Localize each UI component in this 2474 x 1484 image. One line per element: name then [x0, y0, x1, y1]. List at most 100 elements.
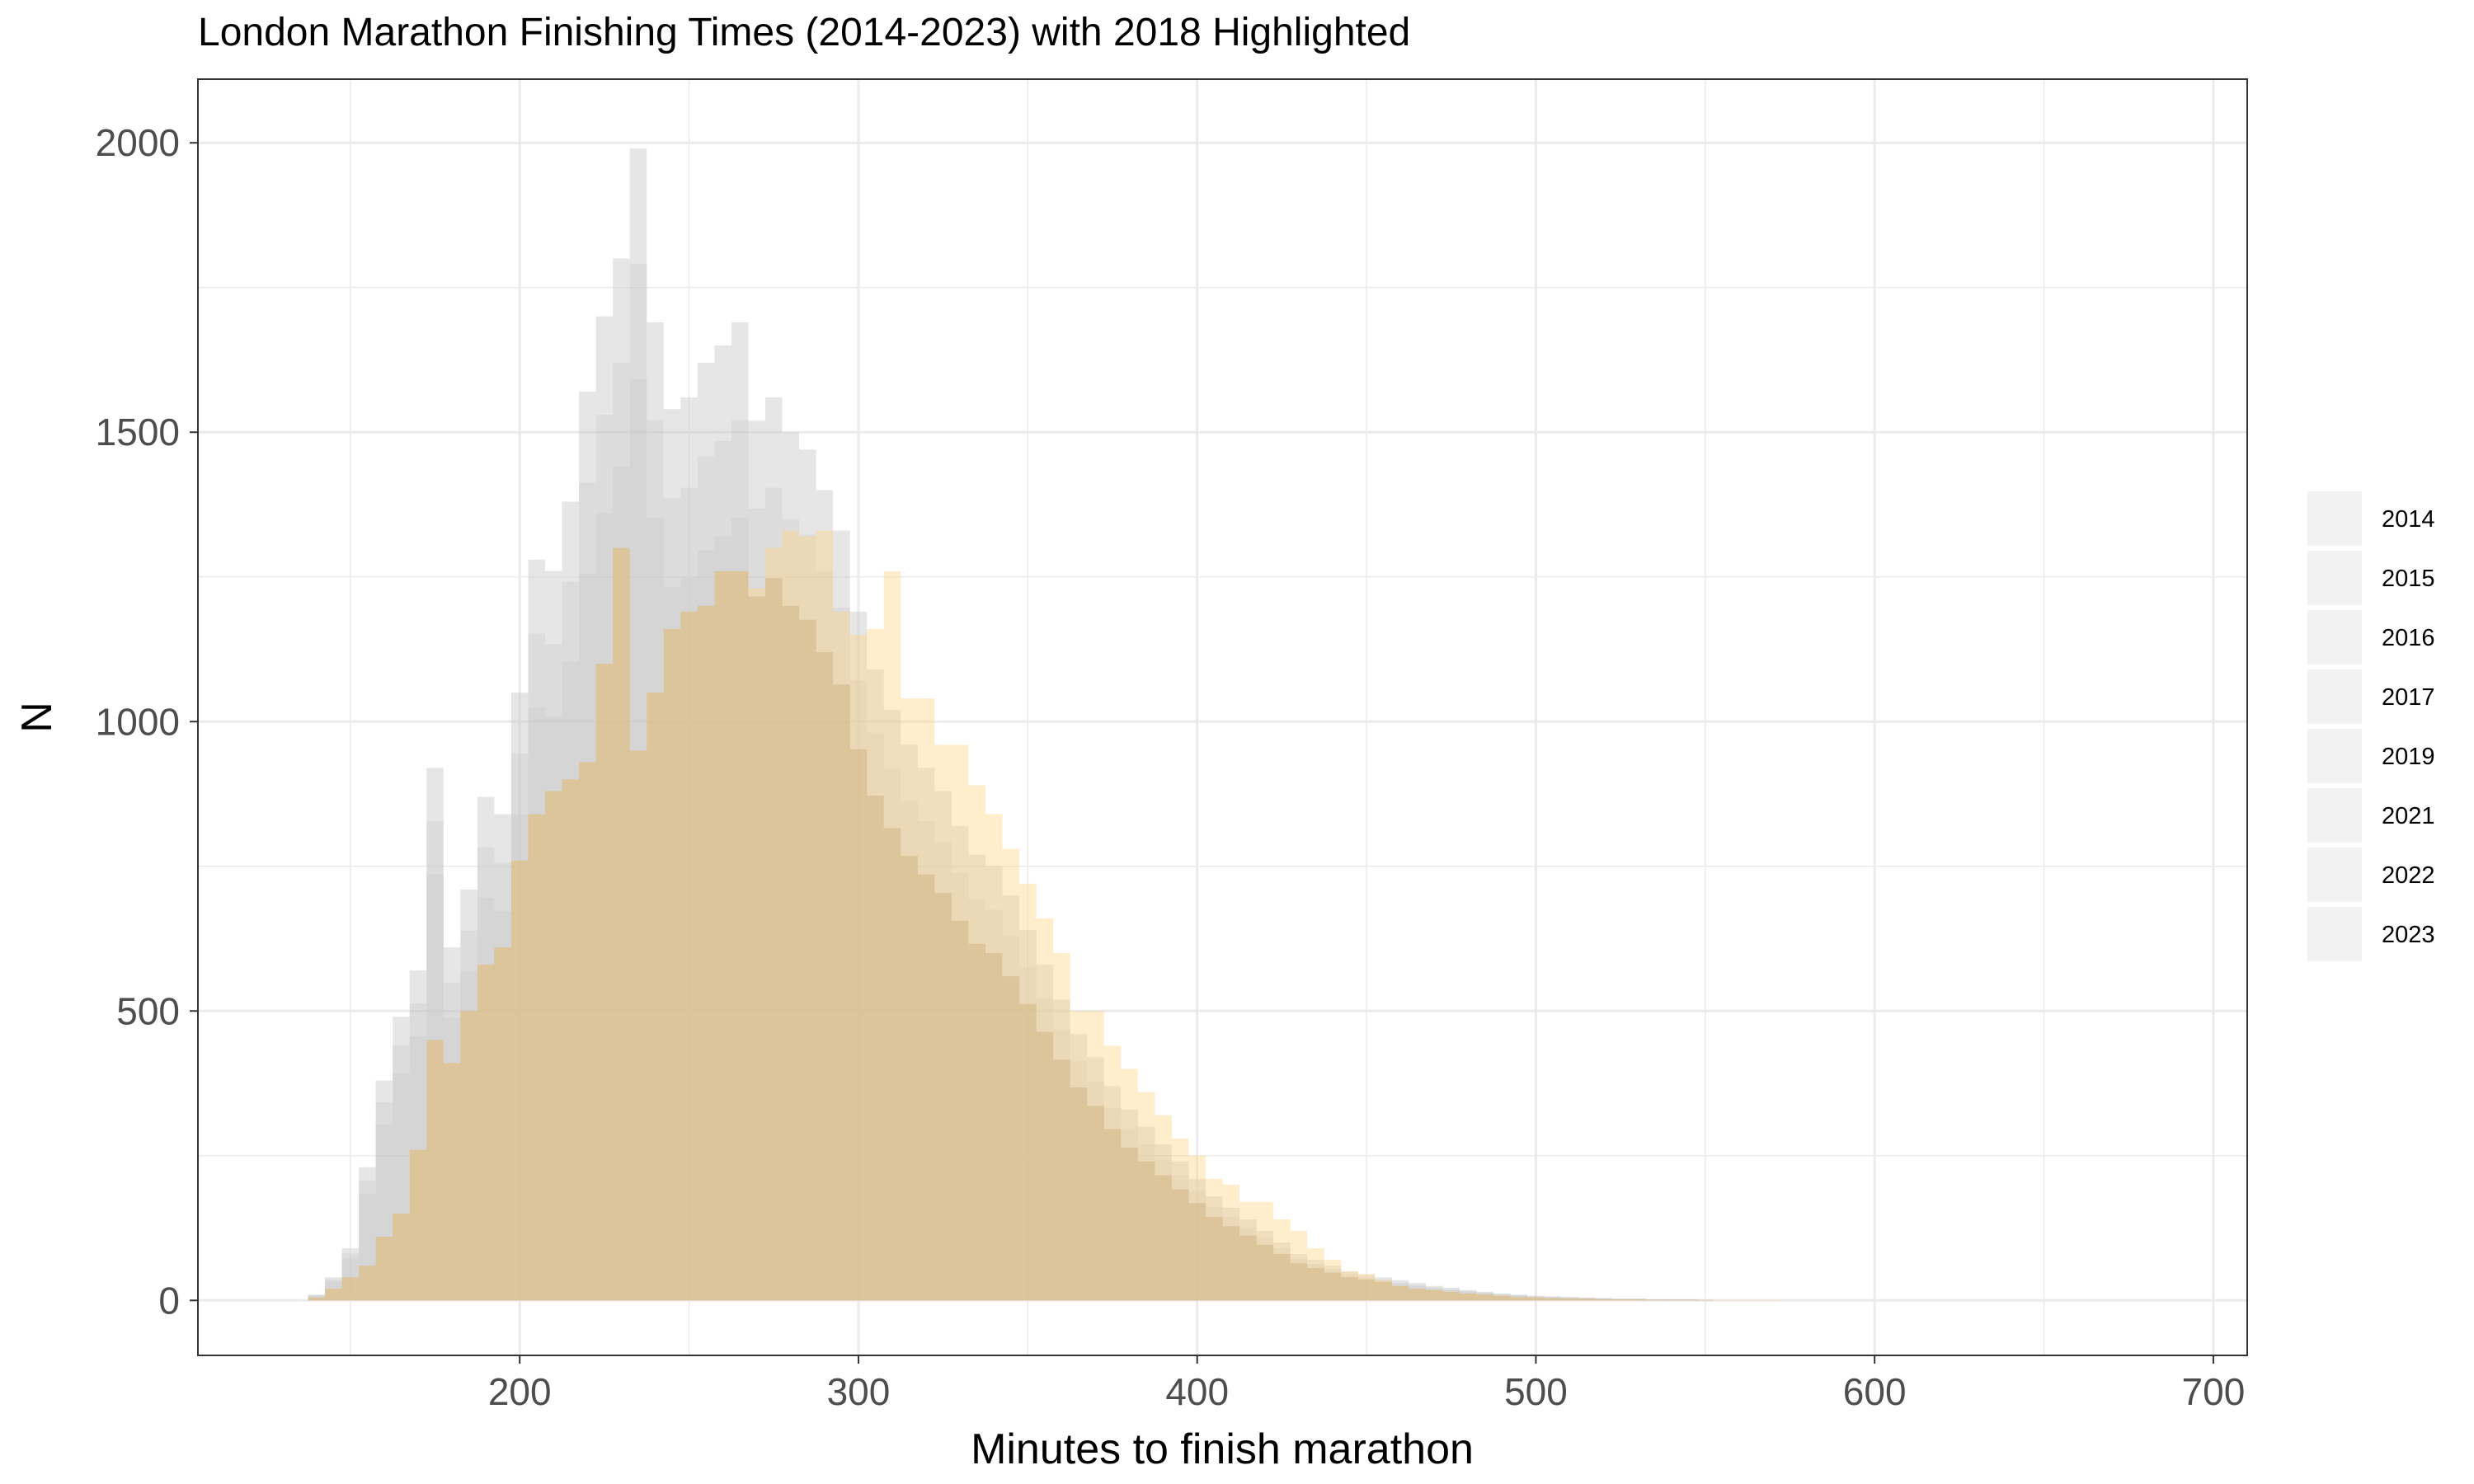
- bar-other-310: [883, 710, 901, 1301]
- bar-2018-315: [901, 698, 918, 1301]
- bar-other-280: [782, 605, 800, 1301]
- bar-other-390: [1155, 1159, 1172, 1301]
- bar-other-490: [1493, 1294, 1511, 1301]
- bar-other-150: [341, 1253, 360, 1301]
- bar-other-275: [764, 487, 783, 1301]
- bar-2018-425: [1273, 1254, 1291, 1301]
- bar-2018-375: [1103, 1129, 1122, 1301]
- bar-2018-210: [545, 791, 562, 1301]
- bar-other-470: [1425, 1287, 1443, 1301]
- bar-other-380: [1121, 1128, 1138, 1301]
- bar-other-375: [1103, 1107, 1122, 1301]
- bar-other-465: [1409, 1286, 1426, 1301]
- bar-other-465: [1409, 1283, 1426, 1301]
- bar-other-490: [1493, 1294, 1511, 1301]
- bar-other-440: [1324, 1269, 1342, 1301]
- bar-2018-395: [1171, 1138, 1189, 1301]
- grid-major: [198, 79, 2247, 1355]
- bar-other-155: [359, 1194, 376, 1301]
- bar-other-475: [1442, 1289, 1460, 1301]
- bar-other-305: [867, 669, 884, 1301]
- bar-2018-300: [849, 749, 868, 1301]
- bar-other-210: [545, 571, 562, 1301]
- bar-2018-385: [1137, 1161, 1155, 1301]
- bar-other-150: [341, 1248, 360, 1301]
- bar-other-145: [325, 1281, 342, 1301]
- bar-other-330: [951, 873, 969, 1301]
- bar-other-340: [985, 909, 1003, 1301]
- bar-2018-450: [1357, 1280, 1376, 1301]
- bar-other-260: [714, 345, 731, 1301]
- bar-other-455: [1375, 1277, 1392, 1301]
- x-axis: 200 300 400 500 600 700: [488, 1355, 2245, 1413]
- bar-other-180: [443, 1017, 461, 1301]
- chart-title: London Marathon Finishing Times (2014-20…: [198, 11, 1411, 54]
- bar-other-275: [764, 397, 783, 1301]
- bar-other-425: [1273, 1254, 1291, 1301]
- bar-other-165: [393, 1017, 410, 1301]
- bar-other-360: [1053, 1029, 1070, 1301]
- bar-other-175: [426, 768, 444, 1301]
- bar-other-275: [764, 578, 783, 1301]
- background-year-bars: [308, 148, 1714, 1301]
- bar-other-510: [1561, 1297, 1578, 1301]
- bar-other-385: [1137, 1126, 1155, 1301]
- bar-other-140: [308, 1294, 326, 1301]
- bar-other-290: [816, 490, 834, 1301]
- bar-2018-385: [1137, 1092, 1155, 1301]
- bar-2018-355: [1036, 1031, 1054, 1301]
- legend-key-2021: [2307, 788, 2362, 843]
- bar-other-485: [1476, 1291, 1494, 1301]
- bar-other-260: [714, 536, 731, 1301]
- bar-2018-165: [393, 1214, 410, 1301]
- bar-2018-375: [1103, 1045, 1122, 1301]
- bar-other-375: [1103, 1129, 1122, 1301]
- bar-other-545: [1680, 1298, 1697, 1301]
- bar-2018-435: [1307, 1267, 1324, 1301]
- bar-other-420: [1256, 1231, 1274, 1301]
- bar-other-510: [1561, 1297, 1578, 1301]
- bar-2018-240: [647, 693, 664, 1301]
- bar-other-530: [1629, 1298, 1646, 1301]
- bar-2018-145: [325, 1289, 342, 1301]
- bar-other-145: [325, 1277, 342, 1301]
- bar-other-545: [1680, 1299, 1697, 1301]
- bar-2018-150: [341, 1277, 360, 1301]
- bar-2018-285: [799, 536, 816, 1301]
- bar-other-450: [1357, 1280, 1376, 1301]
- plot-panel: [198, 79, 2247, 1355]
- bar-other-280: [782, 519, 800, 1301]
- bar-other-350: [1019, 966, 1037, 1301]
- bar-other-330: [951, 920, 969, 1301]
- bar-2018-405: [1205, 1217, 1223, 1301]
- bar-other-170: [409, 970, 427, 1301]
- bar-other-300: [849, 680, 868, 1301]
- bar-other-425: [1273, 1242, 1291, 1301]
- bar-2018-160: [375, 1237, 393, 1301]
- bar-other-190: [477, 847, 495, 1301]
- bar-other-375: [1103, 1086, 1122, 1301]
- bar-other-165: [393, 1073, 410, 1301]
- bar-other-215: [562, 661, 580, 1301]
- bar-other-210: [545, 644, 562, 1301]
- bar-other-145: [325, 1280, 342, 1301]
- bar-other-225: [595, 513, 614, 1301]
- bar-2018-260: [714, 571, 731, 1301]
- bar-other-400: [1188, 1203, 1206, 1301]
- bar-other-180: [443, 947, 461, 1301]
- bar-other-250: [680, 487, 698, 1301]
- bar-2018-565: [1747, 1299, 1765, 1301]
- x-tick-label: 700: [2182, 1370, 2246, 1413]
- bar-2018-280: [782, 530, 800, 1301]
- bar-other-430: [1290, 1263, 1308, 1301]
- bar-2018-410: [1222, 1184, 1240, 1301]
- bar-other-420: [1256, 1237, 1274, 1301]
- bar-other-215: [562, 501, 580, 1301]
- bar-other-505: [1544, 1296, 1562, 1301]
- bar-2018-540: [1663, 1299, 1681, 1301]
- bar-other-430: [1290, 1258, 1308, 1301]
- bar-2018-215: [562, 779, 580, 1301]
- legend-label-2015: 2015: [2382, 566, 2435, 592]
- bar-2018-410: [1222, 1226, 1240, 1301]
- bar-other-550: [1696, 1299, 1714, 1301]
